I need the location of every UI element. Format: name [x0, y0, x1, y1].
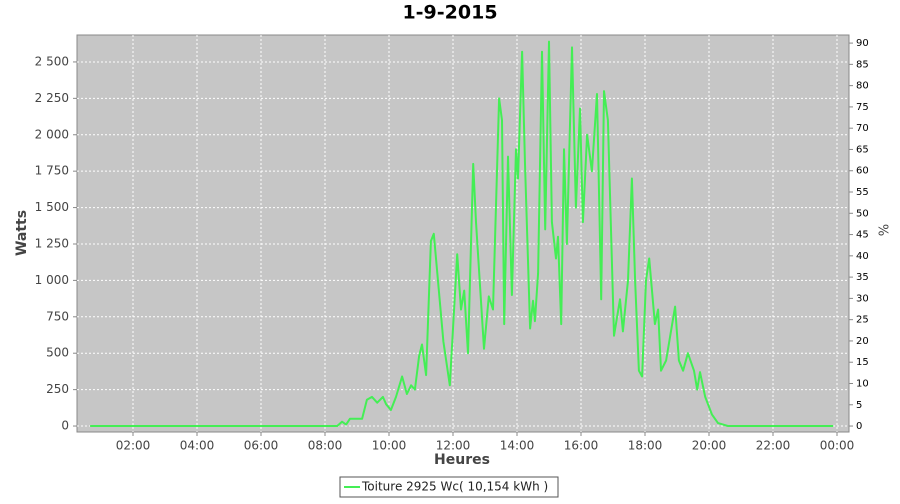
y2-tick-label: 60: [856, 166, 869, 177]
y2-tick-label: 50: [856, 208, 869, 219]
y2-axis-label: %: [875, 224, 890, 236]
y2-tick-label: 90: [856, 38, 869, 49]
x-axis-label: Heures: [434, 452, 490, 468]
y-tick-label: 1 750: [35, 164, 69, 178]
y-tick-label: 2 250: [35, 91, 69, 105]
x-tick-label: 22:00: [756, 439, 791, 453]
y-tick-label: 2 000: [35, 127, 69, 141]
data-line: [90, 40, 834, 427]
y2-tick-label: 10: [856, 378, 869, 389]
x-tick-label: 12:00: [436, 439, 471, 453]
y-tick-label: 1 500: [35, 200, 69, 214]
legend-label: Toiture 2925 Wc( 10,154 kWh ): [361, 480, 548, 494]
y-tick-label: 1 250: [35, 236, 69, 250]
x-tick-label: 02:00: [116, 439, 151, 453]
y-axis-label: Watts: [14, 210, 30, 256]
y2-tick-label: 0: [856, 421, 862, 432]
x-tick-label: 16:00: [564, 439, 599, 453]
y-tick-label: 250: [46, 382, 69, 396]
y2-tick-label: 35: [856, 272, 869, 283]
y2-tick-label: 45: [856, 230, 869, 241]
y-tick-label: 2 500: [35, 54, 69, 68]
y2-tick-label: 55: [856, 187, 869, 198]
y2-tick-label: 25: [856, 315, 869, 326]
y2-tick-label: 80: [856, 81, 869, 92]
y-tick-label: 750: [46, 309, 69, 323]
x-tick-label: 08:00: [308, 439, 343, 453]
y2-tick-label: 75: [856, 102, 869, 113]
y-tick-label: 500: [46, 346, 69, 360]
y-tick-label: 0: [61, 419, 69, 433]
chart-title: 1-9-2015: [402, 2, 497, 24]
y-tick-label: 1 000: [35, 273, 69, 287]
y2-tick-label: 65: [856, 144, 869, 155]
x-tick-label: 14:00: [500, 439, 535, 453]
x-tick-label: 10:00: [372, 439, 407, 453]
x-tick-label: 04:00: [180, 439, 215, 453]
y2-tick-label: 15: [856, 357, 869, 368]
x-tick-label: 06:00: [244, 439, 279, 453]
legend: [339, 476, 559, 498]
y2-tick-label: 5: [856, 400, 862, 411]
x-tick-label: 18:00: [628, 439, 663, 453]
plot-area: [76, 34, 850, 433]
y2-tick-label: 40: [856, 251, 869, 262]
y2-tick-label: 70: [856, 123, 869, 134]
x-tick-label: 20:00: [692, 439, 727, 453]
y2-tick-label: 30: [856, 293, 869, 304]
y2-tick-label: 20: [856, 336, 869, 347]
y2-tick-label: 85: [856, 59, 869, 70]
x-tick-label: 00:00: [820, 439, 855, 453]
